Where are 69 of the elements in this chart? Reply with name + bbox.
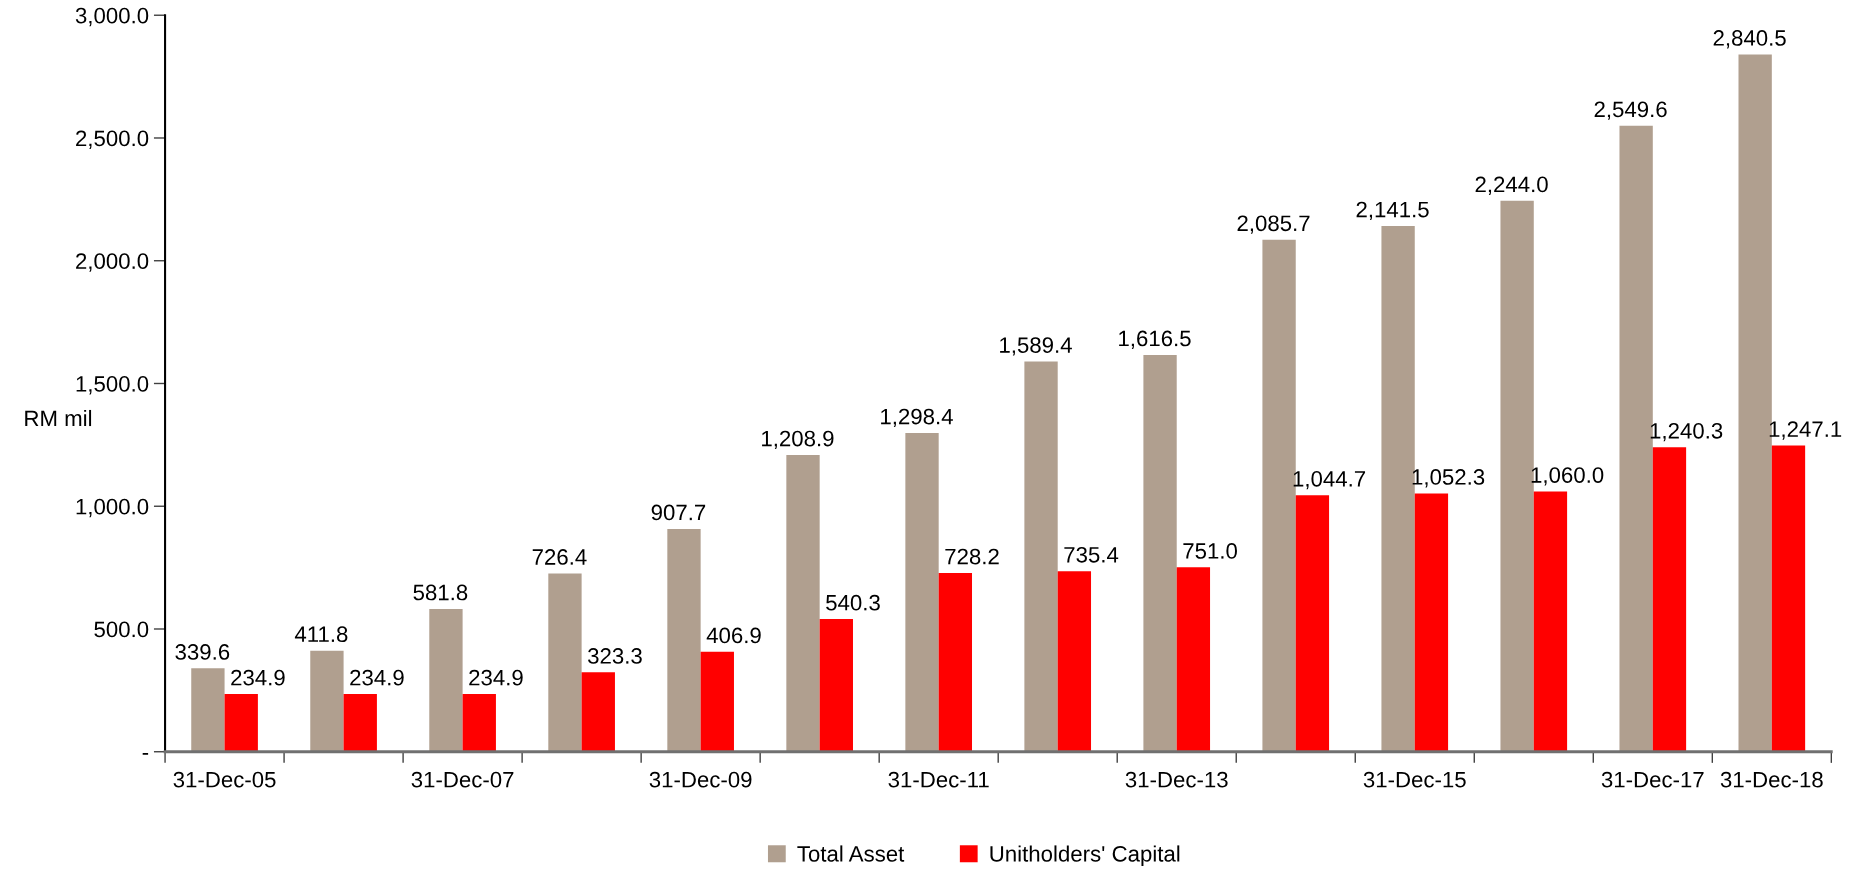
bar (191, 668, 225, 752)
data-label: 581.8 (413, 584, 468, 601)
x-tick-label: 31-Dec-13 (1125, 771, 1228, 788)
bar (1652, 447, 1687, 752)
data-label: 1,240.3 (1650, 422, 1723, 442)
data-label: 540.3 (826, 594, 880, 611)
x-tick-label: 31-Dec-15 (1363, 771, 1466, 788)
data-label: 2,244.0 (1475, 176, 1548, 195)
data-label: 728.2 (945, 548, 999, 565)
bar (1024, 361, 1058, 752)
bar (224, 694, 258, 752)
data-label: 1,589.4 (1000, 337, 1072, 356)
bar (905, 432, 939, 752)
bar (462, 694, 496, 752)
bar (1176, 567, 1211, 752)
data-label: 411.8 (294, 626, 348, 643)
legend-label: Unitholders' Capital (990, 845, 1180, 867)
bar (819, 619, 853, 752)
x-tick-label: 31-Dec-17 (1601, 771, 1704, 788)
y-tick-label: 2,000.0 (76, 253, 149, 272)
data-label: 1,247.1 (1769, 421, 1842, 440)
bar (310, 650, 344, 752)
y-axis-title: RM mil (25, 409, 92, 427)
bar (429, 608, 463, 752)
y-tick-label: 1,500.0 (76, 376, 149, 395)
data-label: 1,208.9 (762, 430, 834, 450)
y-tick-label: 500.0 (94, 621, 149, 638)
bar (786, 454, 820, 752)
data-label: 907.7 (651, 504, 706, 521)
data-label: 735.4 (1064, 546, 1119, 563)
x-tick-label: 31-Dec-05 (173, 771, 276, 788)
x-tick-label: 31-Dec-07 (411, 771, 514, 788)
x-tick-label: 31-Dec-11 (888, 771, 989, 788)
data-label: 726.4 (532, 549, 587, 565)
bar (1143, 354, 1177, 752)
bar (1057, 571, 1092, 752)
bar (343, 694, 377, 752)
data-label: 234.9 (350, 669, 404, 686)
data-label: 2,085.7 (1237, 215, 1310, 234)
bar (548, 573, 582, 752)
x-tick-label: 31-Dec-09 (649, 771, 752, 788)
data-label: 234.9 (469, 669, 523, 686)
data-label: 2,141.5 (1356, 201, 1429, 221)
bar (1414, 493, 1449, 752)
data-label: 1,052.3 (1412, 469, 1485, 488)
bar (1295, 495, 1330, 752)
y-tick-label: 1,000.0 (76, 498, 149, 518)
y-tick-label: 3,000.0 (75, 7, 149, 27)
data-label: 406.9 (706, 627, 761, 644)
data-label: 339.6 (175, 644, 230, 660)
data-label: 751.0 (1183, 543, 1237, 559)
data-label: 1,044.7 (1293, 470, 1366, 490)
y-tick-label: 2,500.0 (76, 130, 149, 149)
data-label: 2,549.6 (1594, 101, 1667, 120)
bar (667, 528, 701, 752)
data-label: 1,616.5 (1119, 330, 1191, 349)
legend-label: Total Asset (797, 845, 905, 862)
data-label: 1,298.4 (881, 408, 953, 428)
data-label: 1,060.0 (1531, 467, 1604, 486)
data-label: 234.9 (231, 669, 285, 686)
data-label: 2,840.5 (1713, 30, 1786, 49)
x-tick-label: 31-Dec-18 (1720, 771, 1823, 788)
bar (581, 672, 615, 752)
y-tick-label: - (142, 753, 149, 755)
bar (700, 651, 734, 752)
data-label: 323.3 (588, 648, 642, 664)
bar (938, 572, 973, 752)
bar (1533, 491, 1568, 752)
bar (1771, 445, 1806, 752)
